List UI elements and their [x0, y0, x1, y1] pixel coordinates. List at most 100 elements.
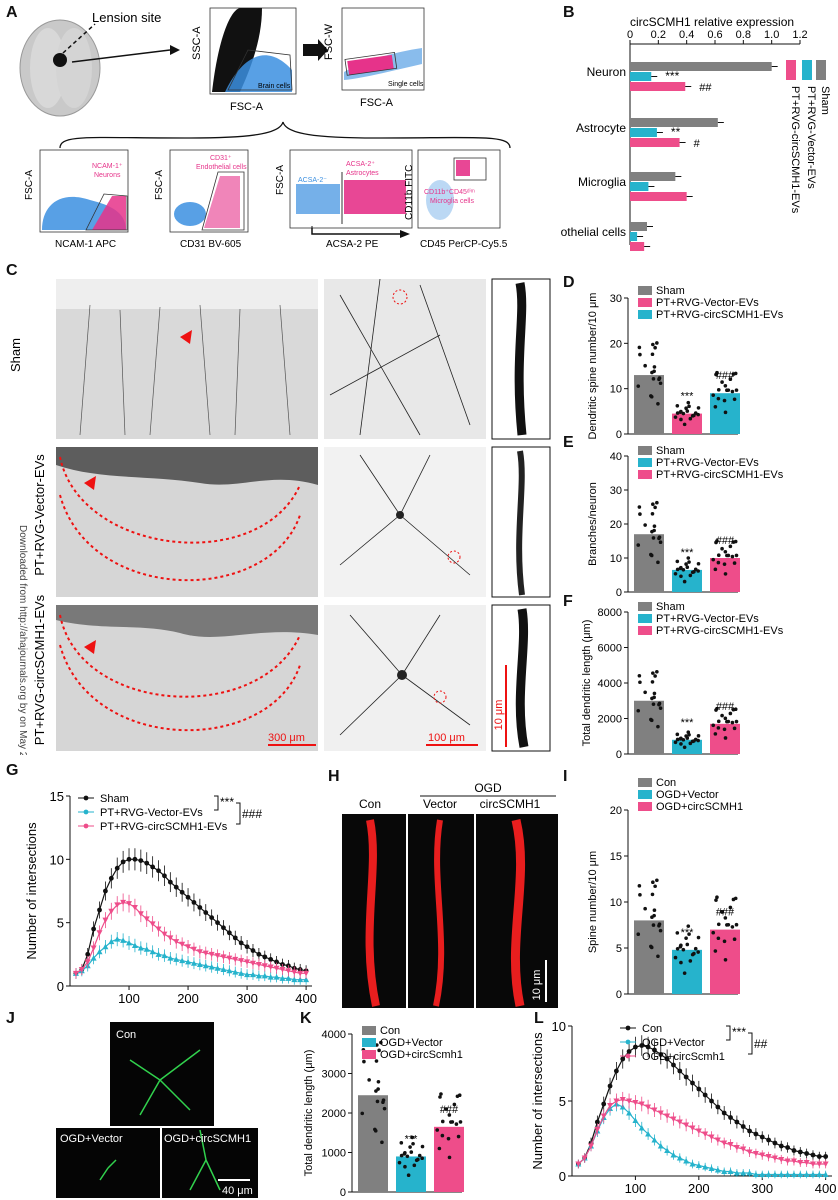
data-dot	[686, 730, 691, 734]
data-dot	[397, 1160, 402, 1165]
data-dot	[686, 924, 691, 928]
data-point	[670, 1152, 677, 1158]
panel-f-chart: 0 2000 4000 6000 8000 Total dendritic length …	[581, 601, 784, 761]
data-dot	[651, 702, 656, 706]
data-dot	[732, 726, 737, 731]
sig-bracket	[236, 802, 241, 825]
y-tick-label: 1000	[322, 1148, 346, 1160]
data-point	[638, 1125, 645, 1131]
data-point	[78, 967, 85, 973]
micrograph-circ-overview: 300 μm	[56, 605, 318, 751]
data-dot	[362, 1059, 366, 1064]
data-dot	[731, 540, 736, 544]
y-axis-label: Number of intersections	[24, 822, 39, 960]
data-point	[823, 1154, 829, 1159]
legend-swatch	[638, 778, 652, 787]
data-point	[695, 1162, 702, 1168]
data-dot	[643, 690, 647, 695]
data-dot	[420, 1144, 425, 1149]
micrograph-circ-neuron: 100 μm	[324, 605, 486, 751]
svg-text:FSC-A: FSC-A	[24, 170, 35, 200]
data-dot	[732, 937, 737, 942]
data-dot	[655, 500, 659, 505]
data-point	[708, 1165, 715, 1171]
b-tick-label: 0.8	[736, 29, 751, 41]
data-dot	[685, 736, 690, 740]
data-point	[771, 1155, 778, 1161]
data-dot	[720, 380, 724, 384]
data-dot	[655, 669, 659, 674]
b-legend-label: PT+RVG-Vector-EVs	[805, 86, 817, 189]
svg-text:NCAM-1⁺: NCAM-1⁺	[92, 163, 123, 170]
data-dot	[713, 732, 718, 736]
panel-label-l: L	[534, 1010, 544, 1027]
data-point	[594, 1127, 601, 1133]
x-tick-label: 300	[236, 991, 258, 1006]
data-dot	[653, 345, 657, 350]
data-point	[261, 963, 268, 969]
b-bar	[630, 128, 657, 137]
sig-label: ***	[681, 717, 695, 729]
panel-k-chart: 0 1000 2000 3000 4000 Total dendritic length …	[303, 1025, 464, 1199]
legend-label: Con	[656, 777, 676, 789]
data-point	[709, 1098, 714, 1104]
data-point	[721, 1140, 728, 1146]
y-tick-label: 0	[340, 1187, 346, 1199]
data-point	[702, 1164, 709, 1170]
x-tick-label: 200	[177, 991, 199, 1006]
legend-label: PT+RVG-circSCMH1-EVs	[656, 309, 784, 321]
data-dot	[682, 422, 687, 427]
data-dot	[403, 1164, 407, 1169]
y-tick-label: 3000	[322, 1069, 346, 1081]
data-point	[291, 976, 298, 983]
data-dot	[713, 404, 718, 409]
data-point	[108, 875, 114, 881]
data-dot	[655, 341, 659, 345]
micrograph-sham-spine	[491, 278, 551, 440]
arrow-to-brain-cells	[71, 49, 171, 63]
data-point	[297, 970, 304, 977]
data-dot	[638, 512, 642, 516]
data-point	[714, 1167, 721, 1173]
data-dot	[685, 565, 690, 569]
b-sig-star: **	[671, 125, 681, 139]
panel-label-g: G	[6, 762, 19, 779]
data-point	[303, 970, 310, 977]
j-label-con: Con	[116, 1029, 136, 1041]
data-dot	[696, 406, 701, 410]
b-bar	[630, 192, 687, 201]
data-point	[740, 1146, 747, 1152]
data-dot	[438, 1095, 442, 1099]
data-point	[220, 954, 227, 960]
legend-label: OGD+Vector	[656, 789, 719, 801]
sig-bracket	[748, 1032, 753, 1055]
y-tick-label: 20	[610, 519, 622, 531]
data-point	[244, 959, 251, 965]
data-point	[747, 1128, 752, 1134]
data-point	[161, 931, 168, 938]
data-point	[126, 939, 133, 946]
source-watermark: Downloaded from http://ahajournals.org b…	[17, 525, 28, 755]
y-axis-label: Dendritic spine number/10 μm	[587, 293, 599, 440]
data-point	[803, 1160, 810, 1166]
data-dot	[653, 884, 657, 889]
data-dot	[651, 377, 656, 381]
data-dot	[728, 377, 733, 381]
micrograph-vector-overview	[56, 447, 318, 597]
data-point	[607, 1103, 614, 1109]
legend-label: Sham	[656, 445, 685, 457]
data-point	[714, 1137, 721, 1143]
b-bar	[630, 72, 652, 81]
data-dot	[649, 944, 653, 949]
legend-label: PT+RVG-Vector-EVs	[656, 457, 759, 469]
svg-text:Endothelial cells: Endothelial cells	[196, 164, 247, 171]
data-point	[97, 907, 102, 913]
legend-label: PT+RVG-circSCMH1-EVs	[100, 821, 228, 833]
data-point	[203, 910, 209, 915]
y-tick-label: 0	[57, 979, 64, 994]
data-point	[120, 899, 127, 906]
data-point	[209, 915, 215, 920]
data-dot	[636, 543, 641, 547]
data-point	[772, 1140, 778, 1146]
data-point	[740, 1124, 746, 1129]
